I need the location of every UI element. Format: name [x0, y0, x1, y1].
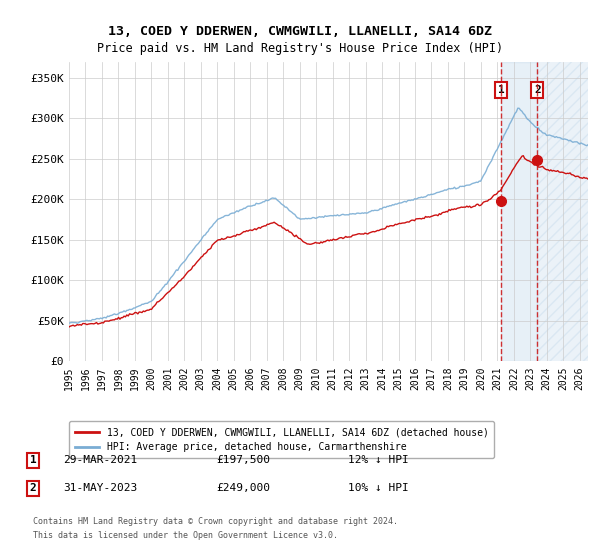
- Bar: [501, 62, 537, 361]
- Text: 31-MAY-2023: 31-MAY-2023: [63, 483, 137, 493]
- Text: 1: 1: [29, 455, 37, 465]
- Text: 29-MAR-2021: 29-MAR-2021: [63, 455, 137, 465]
- Text: Price paid vs. HM Land Registry's House Price Index (HPI): Price paid vs. HM Land Registry's House …: [97, 42, 503, 55]
- Text: Contains HM Land Registry data © Crown copyright and database right 2024.: Contains HM Land Registry data © Crown c…: [33, 517, 398, 526]
- Text: £249,000: £249,000: [216, 483, 270, 493]
- Text: This data is licensed under the Open Government Licence v3.0.: This data is licensed under the Open Gov…: [33, 531, 338, 540]
- Text: 1: 1: [498, 85, 505, 95]
- Text: 12% ↓ HPI: 12% ↓ HPI: [348, 455, 409, 465]
- Text: 2: 2: [29, 483, 37, 493]
- Text: 10% ↓ HPI: 10% ↓ HPI: [348, 483, 409, 493]
- Legend: 13, COED Y DDERWEN, CWMGWILI, LLANELLI, SA14 6DZ (detached house), HPI: Average : 13, COED Y DDERWEN, CWMGWILI, LLANELLI, …: [68, 422, 494, 458]
- Text: 2: 2: [534, 85, 541, 95]
- Text: £197,500: £197,500: [216, 455, 270, 465]
- Text: 13, COED Y DDERWEN, CWMGWILI, LLANELLI, SA14 6DZ: 13, COED Y DDERWEN, CWMGWILI, LLANELLI, …: [108, 25, 492, 38]
- Bar: [537, 62, 588, 361]
